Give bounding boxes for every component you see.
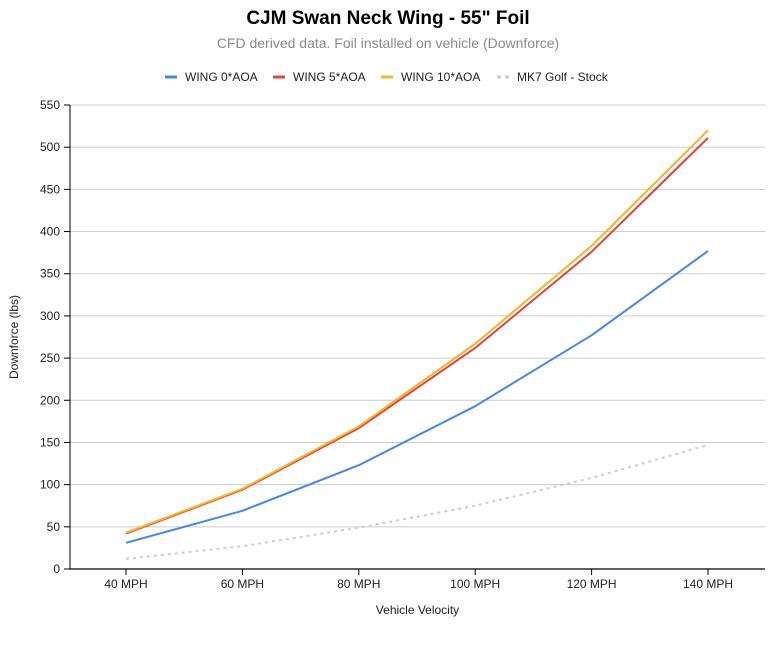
legend-label: WING 5*AOA xyxy=(293,70,366,84)
y-tick-label: 500 xyxy=(40,140,60,154)
y-axis-label: Downforce (lbs) xyxy=(7,295,21,379)
x-tick-label: 40 MPH xyxy=(104,577,147,591)
y-tick-label: 250 xyxy=(40,351,60,365)
x-tick-label: 100 MPH xyxy=(450,577,500,591)
y-tick-label: 200 xyxy=(40,393,60,407)
chart-title: CJM Swan Neck Wing - 55" Foil xyxy=(246,8,530,29)
chart-subtitle: CFD derived data. Foil installed on vehi… xyxy=(216,35,560,51)
y-tick-label: 300 xyxy=(40,309,60,323)
y-tick-label: 350 xyxy=(40,267,60,281)
series-line-0 xyxy=(125,250,709,544)
y-tick-label: 550 xyxy=(40,98,60,112)
legend-label: MK7 Golf - Stock xyxy=(517,70,609,84)
y-tick-label: 50 xyxy=(47,520,61,534)
series-line-2 xyxy=(125,129,709,534)
y-tick-label: 400 xyxy=(40,225,60,239)
legend-label: WING 10*AOA xyxy=(401,70,480,84)
x-tick-label: 80 MPH xyxy=(337,577,380,591)
x-tick-label: 140 MPH xyxy=(683,577,733,591)
y-tick-label: 150 xyxy=(40,435,60,449)
series-line-3 xyxy=(125,444,709,560)
y-tick-label: 450 xyxy=(40,182,60,196)
x-tick-label: 60 MPH xyxy=(221,577,264,591)
x-axis-label: Vehicle Velocity xyxy=(376,603,459,617)
series-line-1 xyxy=(125,137,709,535)
y-tick-label: 0 xyxy=(53,562,60,576)
x-tick-label: 120 MPH xyxy=(567,577,617,591)
y-tick-label: 100 xyxy=(40,478,60,492)
legend-label: WING 0*AOA xyxy=(185,70,258,84)
